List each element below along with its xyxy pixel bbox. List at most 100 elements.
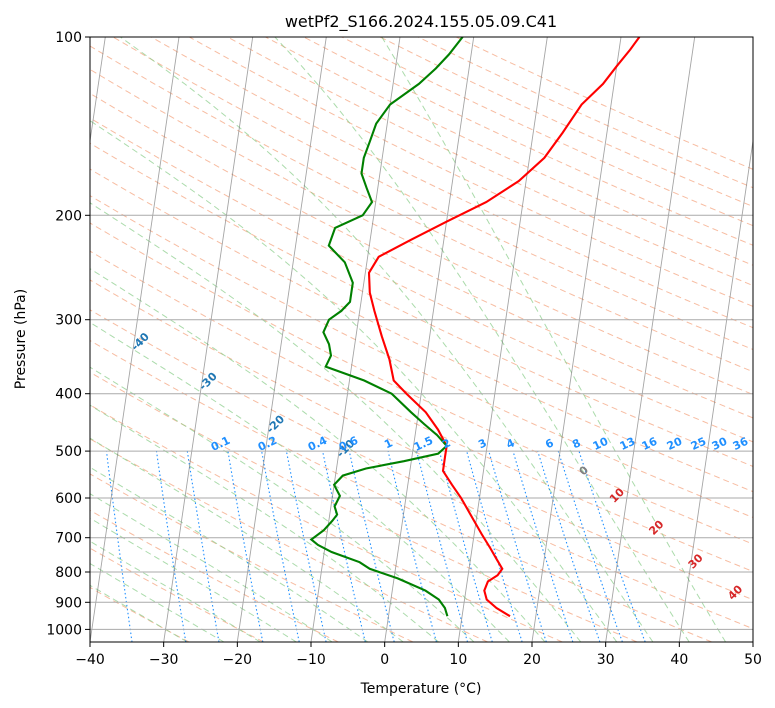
grid-lines xyxy=(90,37,753,642)
moist-adiabat xyxy=(90,517,297,642)
mixing-ratio-line xyxy=(557,450,623,642)
dry-adiabat xyxy=(90,509,339,642)
dry-adiabat xyxy=(90,473,414,642)
isotherm xyxy=(384,37,475,642)
isotherm xyxy=(457,37,548,642)
moist-adiabat xyxy=(120,37,654,642)
y-tick-label: 400 xyxy=(55,387,82,403)
dry-adiabat xyxy=(150,37,753,329)
x-axis-title: Temperature (°C) xyxy=(360,681,482,697)
dry-adiabat xyxy=(90,279,753,601)
isotherm xyxy=(310,37,401,642)
y-tick-label: 200 xyxy=(55,208,82,224)
dry-adiabat-label: -60 xyxy=(0,242,18,265)
dry-adiabat xyxy=(341,37,753,227)
moist-adiabat xyxy=(90,268,546,642)
y-tick-label: 800 xyxy=(55,565,82,581)
mixing-ratio-label: 10 xyxy=(591,435,611,453)
mixing-ratio-line xyxy=(466,450,523,642)
mixing-ratio-line xyxy=(512,450,574,642)
moist-adiabat-label: 40 xyxy=(725,582,745,602)
mixing-ratio-line xyxy=(322,450,366,642)
y-axis-title: Pressure (hPa) xyxy=(13,289,29,389)
dry-adiabat xyxy=(90,92,753,419)
mixing-ratio-label: 25 xyxy=(689,435,708,453)
mixing-ratio-label: 36 xyxy=(731,435,751,453)
mixing-ratio-label: 4 xyxy=(504,436,517,451)
dry-adiabat xyxy=(90,117,753,443)
y-tick-label: 1000 xyxy=(46,622,82,638)
moist-adiabat xyxy=(381,37,727,642)
isotherm xyxy=(90,37,180,642)
dry-adiabat xyxy=(90,142,753,467)
dry-adiabat xyxy=(90,45,753,373)
isotherm xyxy=(163,37,254,642)
mixing-ratio-line xyxy=(387,450,437,642)
mixing-ratio-line xyxy=(261,450,300,642)
moist-adiabat xyxy=(90,437,404,642)
moist-adiabat-label: 30 xyxy=(686,551,706,571)
dry-adiabat xyxy=(456,37,753,170)
chart-title: wetPf2_S166.2024.155.05.09.C41 xyxy=(285,12,557,32)
x-tick-label: 50 xyxy=(744,652,762,668)
moist-adiabat xyxy=(274,37,690,642)
series-layer xyxy=(309,37,641,618)
mixing-ratio-label: 13 xyxy=(618,435,637,453)
isotherm xyxy=(236,37,327,642)
moist-adiabat xyxy=(90,540,261,642)
mixing-ratio-line xyxy=(578,450,646,642)
mixing-ratio-line xyxy=(186,451,220,642)
moist-adiabat xyxy=(90,404,439,642)
mixing-ratio-label: 1 xyxy=(382,436,394,451)
dry-adiabat xyxy=(189,37,753,307)
isotherm xyxy=(752,638,753,642)
dry-adiabat-label: -50 xyxy=(61,288,84,311)
moist-adiabat xyxy=(90,562,225,642)
isotherm xyxy=(678,137,753,642)
dry-adiabat xyxy=(90,309,753,630)
moist-adiabat xyxy=(90,466,369,642)
dry-adiabat xyxy=(90,68,753,396)
dry-adiabat xyxy=(90,404,563,642)
x-tick-label: −20 xyxy=(223,652,253,668)
y-tick-label: 600 xyxy=(55,491,82,507)
dry-adiabat xyxy=(265,37,753,266)
y-axis: 100 200 300 400 500 600 700 800 900 1000 xyxy=(46,30,90,638)
mixing-ratio-line xyxy=(227,451,264,642)
isotherm xyxy=(605,37,696,642)
moist-adiabat-label: 10 xyxy=(607,485,627,505)
dry-adiabat xyxy=(90,339,712,642)
mixing-ratio-line xyxy=(348,450,395,642)
y-tick-label: 100 xyxy=(55,30,82,46)
dry-adiabat xyxy=(379,37,753,208)
background-lines xyxy=(90,37,753,642)
moist-adiabat xyxy=(90,584,188,642)
x-tick-label: 20 xyxy=(523,652,541,668)
dry-adiabat xyxy=(90,371,638,642)
dry-adiabat xyxy=(90,168,753,493)
y-tick-label: 500 xyxy=(55,444,82,460)
dry-adiabat xyxy=(90,547,264,642)
dewpoint-line xyxy=(309,37,464,617)
y-tick-label: 700 xyxy=(55,531,82,547)
isotherm xyxy=(90,37,106,145)
isotherm xyxy=(531,37,622,642)
mixing-ratio-label: 30 xyxy=(710,435,730,453)
temperature-line xyxy=(367,37,641,618)
x-tick-label: 0 xyxy=(380,652,389,668)
mixing-ratio-line xyxy=(416,450,469,642)
moist-adiabat xyxy=(90,202,582,642)
mixing-ratio-label: 6 xyxy=(543,436,556,451)
x-tick-label: 30 xyxy=(597,652,615,668)
dry-adiabat xyxy=(90,222,753,545)
dry-adiabat-label: -40 xyxy=(129,330,152,353)
mixing-ratio-label: 8 xyxy=(570,436,582,451)
moist-adiabat xyxy=(90,321,510,642)
x-tick-label: −40 xyxy=(75,652,105,668)
dry-adiabat xyxy=(90,195,753,519)
mixing-ratio-label: 20 xyxy=(665,435,685,453)
mixing-ratio-label: 16 xyxy=(640,435,660,453)
dry-adiabat-label: -30 xyxy=(197,370,220,393)
mixing-ratio-line xyxy=(488,450,547,642)
moist-adiabat xyxy=(90,120,618,642)
